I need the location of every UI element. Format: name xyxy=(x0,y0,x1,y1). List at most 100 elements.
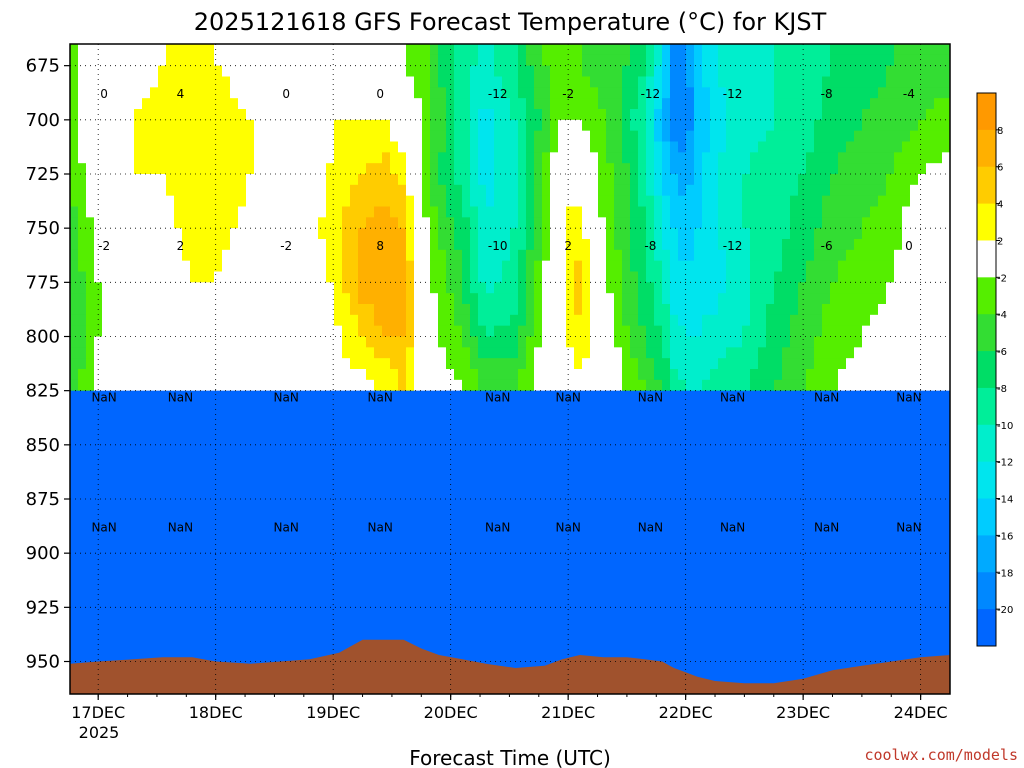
temperature-cell xyxy=(174,163,183,175)
temperature-cell xyxy=(294,76,303,88)
temperature-cell xyxy=(262,369,271,381)
temperature-cell xyxy=(534,499,543,511)
temperature-cell xyxy=(662,488,671,500)
temperature-cell xyxy=(398,325,407,338)
temperature-cell xyxy=(358,217,367,229)
temperature-cell xyxy=(190,650,199,663)
temperature-cell xyxy=(302,163,311,175)
temperature-cell xyxy=(486,109,495,121)
temperature-cell xyxy=(366,488,375,500)
temperature-cell xyxy=(326,629,335,641)
temperature-cell xyxy=(318,87,327,99)
temperature-cell xyxy=(334,369,343,381)
temperature-cell xyxy=(374,531,383,543)
temperature-cell xyxy=(366,444,375,457)
temperature-cell xyxy=(150,390,159,403)
temperature-cell xyxy=(446,325,455,338)
temperature-cell xyxy=(710,54,719,67)
temperature-cell xyxy=(214,282,223,294)
temperature-cell xyxy=(654,98,663,110)
temperature-cell xyxy=(126,607,135,619)
temperature-cell xyxy=(142,509,151,522)
temperature-cell xyxy=(70,44,79,56)
temperature-cell xyxy=(382,542,391,554)
temperature-cell xyxy=(142,520,151,533)
temperature-cell xyxy=(430,260,439,273)
temperature-cell xyxy=(486,358,495,370)
temperature-cell xyxy=(398,347,407,359)
temperature-cell xyxy=(334,174,343,186)
temperature-cell xyxy=(654,282,663,294)
temperature-cell xyxy=(438,184,447,197)
temperature-cell xyxy=(558,249,567,262)
temperature-cell xyxy=(150,553,159,565)
temperature-cell xyxy=(478,304,487,316)
temperature-cell xyxy=(174,141,183,153)
temperature-cell xyxy=(126,477,135,489)
temperature-cell xyxy=(278,206,287,218)
temperature-cell xyxy=(342,249,351,262)
temperature-cell xyxy=(142,455,151,468)
temperature-cell xyxy=(150,184,159,197)
temperature-cell xyxy=(446,574,455,587)
temperature-cell xyxy=(638,325,647,338)
temperature-cell xyxy=(398,379,407,392)
temperature-cell xyxy=(702,65,711,78)
temperature-cell xyxy=(222,629,231,641)
temperature-cell xyxy=(126,141,135,153)
temperature-cell xyxy=(206,412,215,424)
temperature-cell xyxy=(230,293,239,305)
temperature-cell xyxy=(670,325,679,338)
temperature-cell xyxy=(614,282,623,294)
temperature-cell xyxy=(686,76,695,88)
temperature-cell xyxy=(326,293,335,305)
temperature-cell xyxy=(574,553,583,565)
temperature-cell xyxy=(622,217,631,229)
temperature-cell xyxy=(206,596,215,608)
temperature-cell xyxy=(102,629,111,641)
temperature-cell xyxy=(678,271,687,283)
temperature-cell xyxy=(366,44,375,56)
temperature-cell xyxy=(718,109,727,121)
temperature-cell xyxy=(246,477,255,489)
temperature-cell xyxy=(686,314,695,327)
temperature-cell xyxy=(206,119,215,132)
temperature-cell xyxy=(558,607,567,619)
temperature-cell xyxy=(158,444,167,457)
temperature-cell xyxy=(246,455,255,468)
temperature-cell xyxy=(646,249,655,262)
temperature-cell xyxy=(270,455,279,468)
temperature-cell xyxy=(358,293,367,305)
temperature-cell xyxy=(606,423,615,435)
temperature-cell xyxy=(182,390,191,403)
temperature-cell xyxy=(430,466,439,478)
temperature-cell xyxy=(470,347,479,359)
temperature-cell xyxy=(422,618,431,630)
temperature-cell xyxy=(630,228,639,240)
temperature-cell xyxy=(190,585,199,598)
temperature-cell xyxy=(662,434,671,446)
temperature-cell xyxy=(374,217,383,229)
temperature-cell xyxy=(446,379,455,392)
temperature-cell xyxy=(182,304,191,316)
temperature-cell xyxy=(358,76,367,88)
temperature-cell xyxy=(710,455,719,468)
temperature-cell xyxy=(542,650,551,663)
temperature-cell xyxy=(430,152,439,164)
temperature-cell xyxy=(638,347,647,359)
temperature-cell xyxy=(246,130,255,143)
temperature-cell xyxy=(606,379,615,392)
temperature-cell xyxy=(518,520,527,533)
temperature-cell xyxy=(190,423,199,435)
temperature-cell xyxy=(654,477,663,489)
temperature-cell xyxy=(94,282,103,294)
temperature-cell xyxy=(318,347,327,359)
temperature-cell xyxy=(310,618,319,630)
temperature-cell xyxy=(310,336,319,348)
temperature-cell xyxy=(510,228,519,240)
temperature-cell xyxy=(358,206,367,218)
temperature-cell xyxy=(246,444,255,457)
temperature-cell xyxy=(230,325,239,338)
temperature-cell xyxy=(550,109,559,121)
temperature-cell xyxy=(70,499,79,511)
